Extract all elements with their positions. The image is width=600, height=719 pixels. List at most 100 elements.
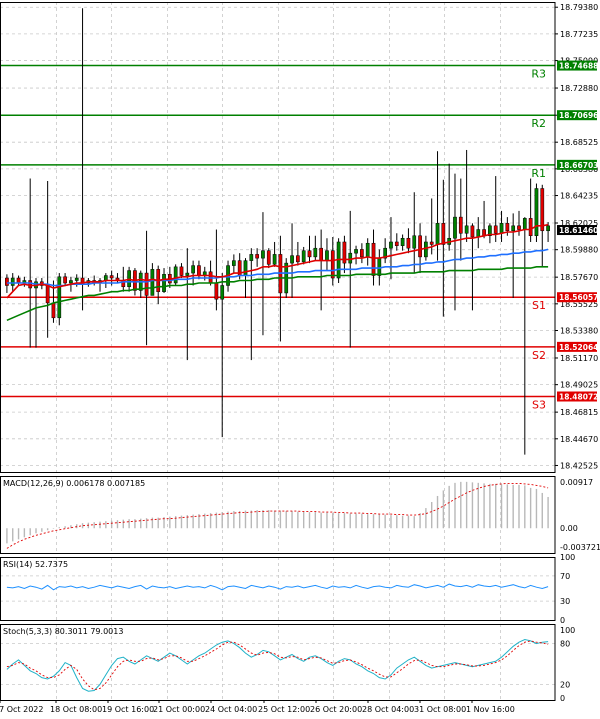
ma-green-line (6, 265, 549, 322)
candle-body (394, 241, 399, 246)
price-tick-label: 18.55525 (560, 300, 598, 309)
candle-body (470, 225, 475, 238)
stoch-label: Stoch(5,3,3) 80.3011 79.0013 (3, 627, 123, 636)
price-tick-label: 18.79380 (560, 3, 598, 12)
stoch-panel: Stoch(5,3,3) 80.3011 79.0013 100 80 20 0 (0, 626, 575, 703)
candle-body (371, 242, 376, 276)
candle-body (406, 237, 411, 249)
price-tick-label: 18.59880 (560, 246, 598, 255)
candle-body (488, 225, 492, 237)
candle-body (296, 255, 300, 263)
candle-body (179, 266, 184, 276)
rsi-panel: RSI(14) 52.7375 100 70 30 0 (0, 553, 575, 625)
level-tag-text-s1: 18.56057 (559, 293, 598, 302)
candle-body (400, 237, 405, 246)
level-tag-text-r3: 18.74688 (559, 62, 598, 71)
price-tick-label: 18.62025 (560, 219, 598, 228)
candle-body (144, 272, 149, 296)
candle-body (522, 218, 527, 230)
level-tag-s1 (557, 292, 597, 303)
candle-body (313, 247, 318, 258)
candle-body (458, 216, 463, 234)
level-tag-text-r1: 18.66703 (559, 161, 598, 170)
level-label-s3: S3 (532, 399, 546, 412)
candle-body (109, 275, 114, 279)
candle-body (249, 254, 254, 261)
candle-body (342, 241, 347, 264)
candle-body (429, 241, 434, 245)
candle-body (354, 249, 358, 254)
candle-body (45, 285, 50, 304)
candle-body (214, 282, 219, 300)
candle-body (453, 216, 457, 239)
candle-body (150, 269, 155, 296)
price-tick-label: 18.42525 (560, 461, 598, 470)
panel-frame-2 (0, 557, 556, 621)
stoch-tick-label: 20 (560, 680, 570, 689)
candle-body (511, 225, 516, 232)
price-tick-label: 18.57670 (560, 273, 598, 282)
stoch-tick-label: 100 (560, 626, 575, 635)
level-label-r1: R1 (531, 167, 546, 180)
ma-red-line (6, 223, 549, 299)
candle-body (28, 280, 33, 289)
macd-panel: MACD(12,26,9) 0.006178 0.007185 0.00917 0.… (3, 478, 600, 552)
candle-body (330, 250, 335, 279)
rsi-line (6, 583, 549, 591)
price-tags: 18.74688 18.70696 18.66703 18.56057 18.52064… (557, 60, 598, 402)
rsi-tick-label: 30 (560, 597, 570, 606)
time-tick-label: 26 Oct 20:00 (310, 705, 362, 714)
candle-body (261, 250, 265, 259)
candle-body (220, 285, 225, 300)
macd-label: MACD(12,26,9) 0.006178 0.007185 (3, 479, 145, 488)
stoch-d-line (6, 640, 549, 691)
candle-body (185, 272, 190, 276)
candle-body (418, 235, 422, 258)
candle-body (424, 241, 428, 258)
candle-body (301, 250, 306, 263)
candle-body (360, 249, 364, 258)
level-label-r3: R3 (531, 68, 546, 81)
candle-body (365, 242, 370, 258)
level-label-s1: S1 (532, 299, 546, 312)
candle-body (389, 241, 393, 249)
candle-body (57, 276, 62, 319)
stoch-tick-label: 0 (560, 694, 565, 703)
candle-body (10, 277, 15, 286)
price-tick-label: 18.68525 (560, 138, 598, 147)
candle-body (255, 254, 259, 259)
candle-body (528, 218, 533, 237)
candle-body (307, 250, 312, 258)
rsi-label: RSI(14) 52.7375 (3, 560, 68, 569)
candle-body (348, 252, 353, 264)
candle-body (272, 254, 277, 265)
price-tick-label: 18.49025 (560, 381, 598, 390)
candle-body (319, 247, 323, 261)
price-tick-label: 18.51170 (560, 354, 598, 363)
candle-body (534, 188, 539, 237)
candle-body (435, 223, 440, 245)
level-tag-r1 (557, 159, 597, 170)
macd-tick-label: -0.003721 (560, 543, 600, 552)
candle-body (505, 223, 510, 232)
candle-body (290, 255, 294, 264)
candle-body (69, 280, 73, 284)
level-tag-r2 (557, 110, 597, 121)
candle-body (546, 225, 550, 232)
rsi-tick-label: 0 (560, 616, 565, 625)
candle-body (232, 260, 236, 266)
level-tag-text-s3: 18.48072 (559, 393, 598, 402)
candle-body (173, 266, 178, 284)
candle-body (377, 257, 382, 276)
level-tag-s3 (557, 391, 597, 402)
candle-body (191, 265, 195, 274)
stoch-tick-label: 80 (560, 640, 570, 649)
candle-body (464, 225, 469, 234)
level-tag-r3 (557, 60, 597, 71)
candle-body (493, 225, 498, 234)
candle-body (517, 225, 521, 230)
current-price-text: 18.61460 (559, 226, 598, 235)
